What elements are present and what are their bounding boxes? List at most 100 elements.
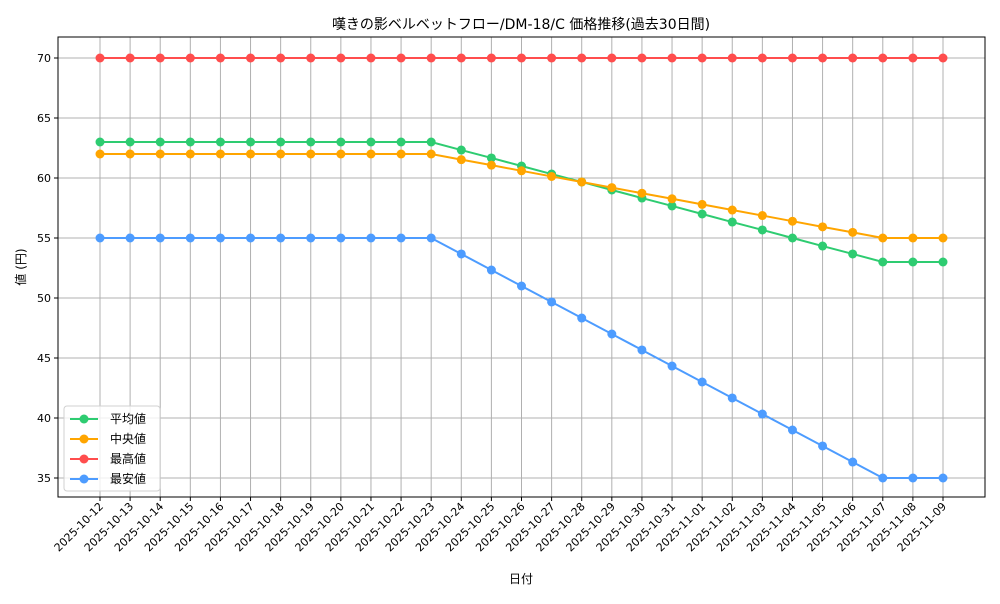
data-series — [95, 53, 948, 483]
y-tick-label: 70 — [37, 52, 51, 65]
data-point-marker — [215, 137, 225, 147]
data-point-marker — [938, 257, 948, 267]
data-point-marker — [637, 53, 647, 63]
data-point-marker — [818, 241, 828, 251]
data-point-marker — [125, 149, 135, 159]
y-tick-label: 60 — [37, 172, 51, 185]
data-point-marker — [456, 53, 466, 63]
data-point-marker — [697, 53, 707, 63]
data-point-marker — [215, 149, 225, 159]
data-point-marker — [486, 153, 496, 163]
legend-marker-icon — [79, 414, 89, 424]
data-point-marker — [426, 53, 436, 63]
data-point-marker — [517, 166, 526, 176]
series-2 — [95, 53, 948, 63]
data-point-marker — [757, 225, 767, 235]
data-point-marker — [848, 457, 858, 467]
data-point-marker — [306, 149, 316, 159]
data-point-marker — [246, 53, 256, 63]
data-point-marker — [727, 205, 737, 215]
data-point-marker — [155, 233, 165, 243]
data-point-marker — [727, 393, 737, 403]
data-point-marker — [577, 53, 587, 63]
y-axis-label: 値 (円) — [13, 248, 28, 285]
data-point-marker — [697, 377, 707, 387]
data-point-marker — [276, 233, 286, 243]
data-point-marker — [607, 183, 617, 193]
data-point-marker — [336, 233, 346, 243]
data-point-marker — [185, 137, 195, 147]
legend-item: 中央値 — [70, 431, 146, 446]
legend-item: 最安値 — [70, 471, 146, 486]
data-point-marker — [908, 233, 918, 243]
data-point-marker — [396, 149, 406, 159]
legend-box — [63, 405, 161, 492]
data-point-marker — [426, 233, 436, 243]
data-point-marker — [697, 199, 707, 209]
data-point-marker — [787, 425, 797, 435]
y-tick-label: 40 — [37, 412, 51, 425]
data-point-marker — [577, 177, 587, 187]
data-point-marker — [757, 53, 767, 63]
data-point-marker — [246, 233, 256, 243]
data-point-marker — [185, 233, 195, 243]
data-point-marker — [306, 53, 316, 63]
data-point-marker — [818, 222, 828, 232]
data-point-marker — [426, 137, 436, 147]
data-point-marker — [727, 53, 737, 63]
y-tick-label: 45 — [37, 352, 51, 365]
data-point-marker — [185, 149, 195, 159]
data-point-marker — [848, 53, 858, 63]
data-point-marker — [276, 137, 286, 147]
data-point-marker — [486, 53, 496, 63]
data-point-marker — [366, 53, 376, 63]
data-point-marker — [125, 233, 135, 243]
y-tick-label: 65 — [37, 112, 51, 125]
data-point-marker — [848, 249, 858, 259]
data-point-marker — [667, 194, 677, 204]
data-point-marker — [336, 53, 346, 63]
y-tick-label: 55 — [37, 232, 51, 245]
data-point-marker — [215, 233, 225, 243]
data-point-marker — [366, 137, 376, 147]
data-point-marker — [908, 257, 918, 267]
legend-item: 平均値 — [70, 411, 146, 426]
data-point-marker — [125, 137, 135, 147]
data-point-marker — [306, 137, 316, 147]
data-point-marker — [155, 53, 165, 63]
y-axis: 35 40 45 50 55 60 65 70 — [37, 52, 58, 485]
data-point-marker — [667, 53, 677, 63]
grid-lines — [58, 37, 985, 497]
data-point-marker — [878, 233, 888, 243]
data-point-marker — [818, 53, 828, 63]
data-point-marker — [667, 361, 677, 371]
data-point-marker — [276, 149, 286, 159]
data-point-marker — [155, 149, 165, 159]
data-point-marker — [306, 233, 316, 243]
data-point-marker — [336, 149, 346, 159]
data-point-marker — [246, 149, 256, 159]
data-point-marker — [908, 53, 918, 63]
data-point-marker — [185, 53, 195, 63]
data-point-marker — [95, 137, 105, 147]
data-point-marker — [878, 473, 888, 483]
data-point-marker — [787, 53, 797, 63]
data-point-marker — [607, 53, 617, 63]
data-point-marker — [667, 201, 677, 211]
data-point-marker — [125, 53, 135, 63]
legend-marker-icon — [79, 474, 89, 484]
series-1 — [95, 149, 948, 243]
data-point-marker — [456, 249, 466, 259]
data-point-marker — [908, 473, 918, 483]
data-point-marker — [396, 53, 406, 63]
data-point-marker — [426, 149, 436, 159]
data-point-marker — [547, 171, 557, 181]
data-point-marker — [787, 233, 797, 243]
data-point-marker — [727, 217, 737, 227]
data-point-marker — [697, 209, 707, 219]
legend-label: 最高値 — [110, 451, 146, 466]
y-tick-label: 35 — [37, 472, 51, 485]
data-point-marker — [246, 137, 256, 147]
data-point-marker — [456, 155, 466, 165]
data-point-marker — [95, 53, 105, 63]
